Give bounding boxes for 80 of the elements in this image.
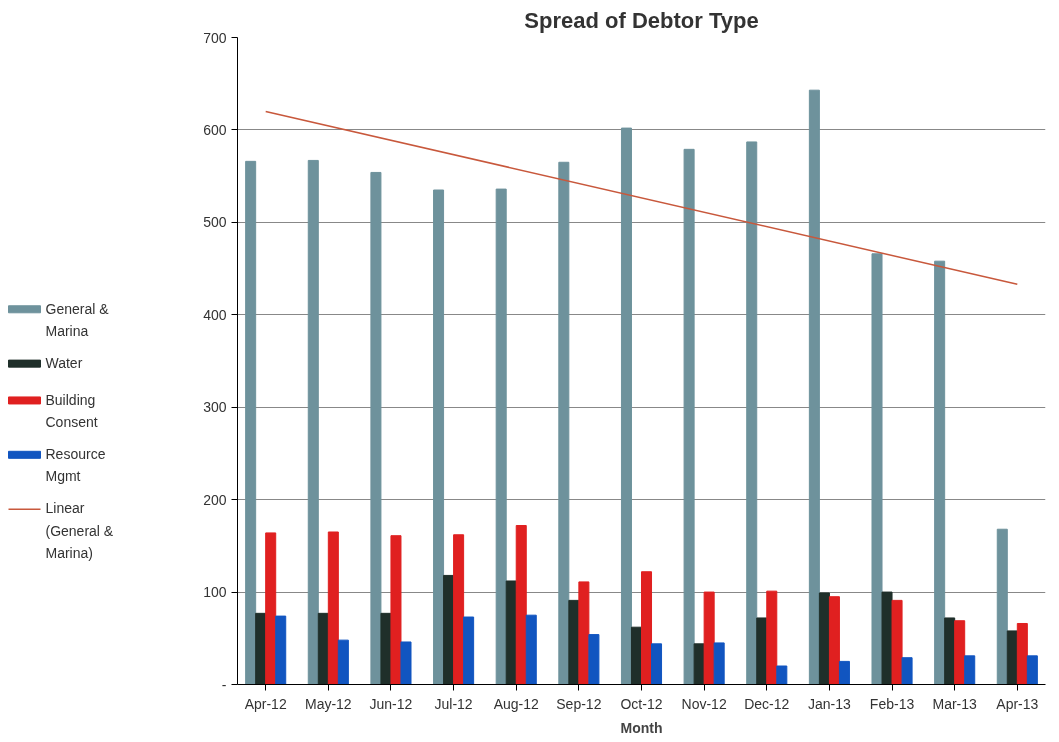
bar xyxy=(651,643,663,685)
bar xyxy=(525,614,537,685)
bar xyxy=(776,665,788,685)
bar xyxy=(693,643,705,685)
bar xyxy=(818,592,830,685)
bar xyxy=(954,620,966,685)
x-tick-label: Apr-12 xyxy=(244,695,287,712)
bar xyxy=(265,532,277,685)
y-tick-label: 700 xyxy=(203,29,227,46)
bar xyxy=(505,580,517,685)
bar xyxy=(1026,655,1038,685)
y-tick-label: 400 xyxy=(203,306,227,323)
bar xyxy=(588,634,600,685)
x-tick-label: May-12 xyxy=(304,695,352,712)
bar xyxy=(337,639,349,685)
x-tick-label: Nov-12 xyxy=(681,695,727,712)
y-tick-label: 300 xyxy=(203,399,227,416)
bar xyxy=(703,591,715,685)
bar xyxy=(453,534,465,685)
x-tick-label: Dec-12 xyxy=(744,695,790,712)
bar xyxy=(746,141,758,685)
bar xyxy=(495,188,507,685)
bar xyxy=(756,617,768,685)
bar xyxy=(881,591,893,685)
bar xyxy=(683,148,695,685)
bar xyxy=(838,660,850,685)
x-tick-label: Oct-12 xyxy=(620,695,663,712)
legend-label: Resource Mgmt xyxy=(45,446,106,485)
bar xyxy=(996,528,1008,685)
legend-label: Linear (General & Marina) xyxy=(45,500,114,562)
bar xyxy=(433,189,445,685)
bar xyxy=(934,260,946,685)
bar xyxy=(370,171,382,685)
bar xyxy=(255,612,267,685)
bar xyxy=(620,127,632,685)
y-tick-label: 100 xyxy=(203,584,227,601)
bar xyxy=(891,599,903,685)
bar xyxy=(1016,623,1028,685)
bar xyxy=(630,626,642,685)
x-tick-label: Feb-13 xyxy=(869,695,915,712)
bar xyxy=(828,596,840,685)
bar xyxy=(713,642,725,685)
bar xyxy=(380,612,392,685)
bar xyxy=(245,160,257,685)
bar xyxy=(275,615,287,685)
bar xyxy=(964,655,976,685)
legend-label: Water xyxy=(45,354,83,371)
y-tick-label: - xyxy=(221,676,227,693)
x-axis-title: Month xyxy=(620,719,663,736)
bar xyxy=(808,89,820,685)
chart-title: Spread of Debtor Type xyxy=(524,7,759,33)
x-tick-label: Sep-12 xyxy=(556,695,602,712)
bar xyxy=(390,535,402,685)
legend-label: General & Marina xyxy=(45,300,110,339)
bar xyxy=(568,599,580,685)
bar xyxy=(515,525,527,685)
bar xyxy=(443,574,455,685)
x-tick-label: Aug-12 xyxy=(493,695,540,712)
bar xyxy=(1006,630,1018,685)
bar xyxy=(307,159,319,685)
bar xyxy=(400,641,412,685)
bar xyxy=(463,616,475,685)
bar xyxy=(766,590,778,685)
y-tick-label: 200 xyxy=(203,491,227,508)
bar xyxy=(558,161,570,685)
bar xyxy=(327,531,339,685)
bar xyxy=(901,657,913,685)
x-tick-label: Jan-13 xyxy=(808,695,852,712)
legend-label: Building Consent xyxy=(45,391,98,431)
y-tick-label: 600 xyxy=(203,121,227,138)
bar xyxy=(641,571,653,685)
x-tick-label: Apr-13 xyxy=(996,695,1039,712)
bar xyxy=(871,253,883,685)
bar xyxy=(317,612,329,685)
x-tick-label: Jul-12 xyxy=(434,695,473,712)
y-tick-label: 500 xyxy=(203,214,227,231)
x-tick-label: Jun-12 xyxy=(369,695,413,712)
x-tick-label: Mar-13 xyxy=(932,695,978,712)
bar xyxy=(578,581,590,685)
bar xyxy=(944,617,956,685)
